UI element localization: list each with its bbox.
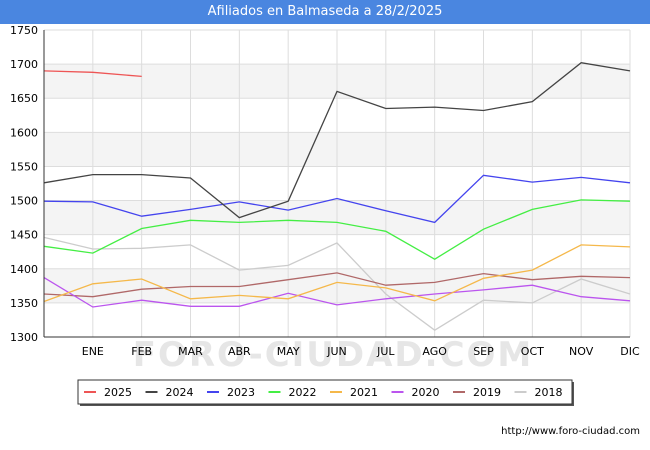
x-tick-label: FEB (131, 345, 152, 358)
y-tick-label: 1650 (10, 92, 38, 105)
x-tick-label: ENE (82, 345, 104, 358)
x-tick-label: MAR (178, 345, 203, 358)
x-tick-label: NOV (569, 345, 594, 358)
source-url: http://www.foro-ciudad.com (501, 426, 640, 437)
x-tick-label: AGO (422, 345, 447, 358)
series-line-2024 (43, 62, 631, 219)
y-tick-label: 1750 (10, 24, 38, 37)
y-tick-label: 1400 (10, 263, 38, 276)
chart-title: Afiliados en Balmaseda a 28/2/2025 (0, 0, 650, 24)
y-tick-label: 1500 (10, 195, 38, 208)
series-line-2023 (43, 174, 631, 224)
legend-label-2018: 2018 (535, 386, 563, 399)
legend-label-2023: 2023 (227, 386, 255, 399)
legend-label-2020: 2020 (412, 386, 440, 399)
x-tick-label: JUN (326, 345, 347, 358)
x-tick-label: OCT (521, 345, 544, 358)
x-tick-labels: ENE FEB MAR ABR MAY JUN JUL AGO SEP OCT NOV DIC (82, 345, 640, 358)
legend-box (77, 379, 573, 405)
series-line-2018 (43, 236, 631, 331)
y-tick-label: 1300 (10, 331, 38, 344)
series-line-2019 (43, 272, 631, 298)
y-tick-label: 1550 (10, 160, 38, 173)
series-lines (43, 62, 631, 331)
y-tick-labels: 1300 1350 1400 1450 1500 1550 1600 1650 1700 1750 (10, 24, 38, 344)
legend-label-2021: 2021 (350, 386, 378, 399)
x-tick-label: SEP (473, 345, 494, 358)
legend: 2025 2024 2023 2022 2021 2020 2019 2018 (77, 379, 574, 406)
y-tick-label: 1450 (10, 229, 38, 242)
y-tick-label: 1350 (10, 297, 38, 310)
series-line-2022 (43, 199, 631, 260)
legend-label-2019: 2019 (473, 386, 501, 399)
y-tick-label: 1700 (10, 58, 38, 71)
series-line-2025 (43, 70, 142, 78)
x-tick-label: DIC (620, 345, 640, 358)
legend-label-2025: 2025 (104, 386, 132, 399)
x-tick-label: ABR (228, 345, 251, 358)
x-tick-label: MAY (277, 345, 300, 358)
series-line-2021 (43, 244, 631, 303)
x-tick-label: JUL (376, 345, 395, 358)
series-line-2020 (43, 277, 631, 308)
axes (43, 30, 630, 338)
legend-label-2024: 2024 (166, 386, 194, 399)
y-tick-label: 1600 (10, 126, 38, 139)
watermark: FORO-CIUDAD.COM (133, 335, 534, 375)
legend-label-2022: 2022 (289, 386, 317, 399)
